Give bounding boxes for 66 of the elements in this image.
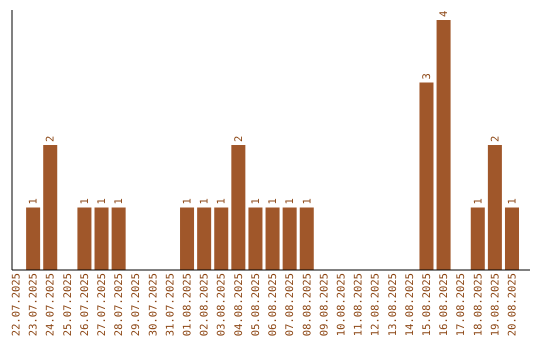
bar xyxy=(77,208,92,270)
data-label: 1 xyxy=(267,198,280,204)
data-label: 1 xyxy=(198,198,211,204)
bar xyxy=(248,208,262,270)
bar xyxy=(436,20,451,270)
bar xyxy=(197,208,212,270)
data-label: 2 xyxy=(489,136,502,142)
bar xyxy=(112,208,126,270)
data-label: 1 xyxy=(284,198,296,204)
x-tick-label: 03.08.2025 xyxy=(216,273,228,336)
x-tick-label: 11.08.2025 xyxy=(352,273,365,336)
x-tick-label: 12.08.2025 xyxy=(370,273,382,336)
x-tick-label: 24.07.2025 xyxy=(44,273,57,336)
bar xyxy=(214,208,228,270)
x-tick-label: 05.08.2025 xyxy=(250,273,262,336)
x-tick-label: 22.07.2025 xyxy=(10,273,23,336)
x-tick-label: 16.08.2025 xyxy=(438,273,450,336)
x-tick-label: 10.08.2025 xyxy=(335,273,348,336)
data-label: 1 xyxy=(78,198,91,204)
data-label: 4 xyxy=(438,10,450,17)
bar xyxy=(26,208,40,270)
x-tick-label: 31.07.2025 xyxy=(164,273,176,336)
bar xyxy=(282,208,297,270)
x-tick-label: 27.07.2025 xyxy=(96,273,108,336)
bar xyxy=(43,145,58,270)
data-label: 1 xyxy=(216,198,228,204)
x-tick-label: 29.07.2025 xyxy=(130,273,142,336)
x-tick-label: 01.08.2025 xyxy=(182,273,194,336)
bar xyxy=(180,208,194,270)
x-tick-label: 26.07.2025 xyxy=(78,273,91,336)
data-label: 1 xyxy=(96,198,108,204)
x-tick-label: 20.08.2025 xyxy=(506,273,518,336)
x-tick-label: 19.08.2025 xyxy=(489,273,502,336)
data-label: 1 xyxy=(28,198,40,204)
data-label: 3 xyxy=(420,73,433,80)
data-label: 1 xyxy=(113,198,126,204)
x-tick-label: 04.08.2025 xyxy=(232,273,245,336)
bar xyxy=(266,208,280,270)
x-tick-label: 17.08.2025 xyxy=(455,273,468,336)
x-tick-label: 07.08.2025 xyxy=(284,273,296,336)
bar xyxy=(231,145,246,270)
data-label: 1 xyxy=(472,198,484,204)
data-label: 2 xyxy=(232,136,245,142)
x-tick-label: 15.08.2025 xyxy=(420,273,433,336)
x-tick-label: 28.07.2025 xyxy=(113,273,126,336)
bar xyxy=(504,208,519,270)
data-label: 1 xyxy=(301,198,314,204)
x-tick-label: 13.08.2025 xyxy=(386,273,399,336)
bar xyxy=(419,82,434,270)
x-tick-label: 25.07.2025 xyxy=(62,273,74,336)
bar xyxy=(470,208,485,270)
x-tick-label: 09.08.2025 xyxy=(318,273,330,336)
x-tick-label: 08.08.2025 xyxy=(301,273,314,336)
x-tick-label: 14.08.2025 xyxy=(404,273,416,336)
data-label: 1 xyxy=(182,198,194,204)
x-tick-label: 06.08.2025 xyxy=(267,273,280,336)
x-tick-label: 23.07.2025 xyxy=(28,273,40,336)
bar xyxy=(488,145,502,270)
data-label: 2 xyxy=(44,136,57,142)
x-tick-label: 30.07.2025 xyxy=(147,273,160,336)
x-tick-label: 18.08.2025 xyxy=(472,273,484,336)
bar xyxy=(94,208,109,270)
bar xyxy=(300,208,314,270)
data-label: 1 xyxy=(506,198,518,204)
x-tick-label: 02.08.2025 xyxy=(198,273,211,336)
data-label: 1 xyxy=(250,198,262,204)
